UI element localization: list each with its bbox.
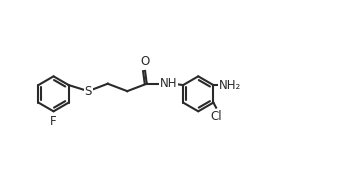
Text: Cl: Cl <box>210 110 222 123</box>
Text: S: S <box>84 85 92 98</box>
Text: NH: NH <box>160 77 177 90</box>
Text: NH₂: NH₂ <box>219 79 242 92</box>
Text: F: F <box>50 115 57 128</box>
Text: O: O <box>140 55 150 68</box>
